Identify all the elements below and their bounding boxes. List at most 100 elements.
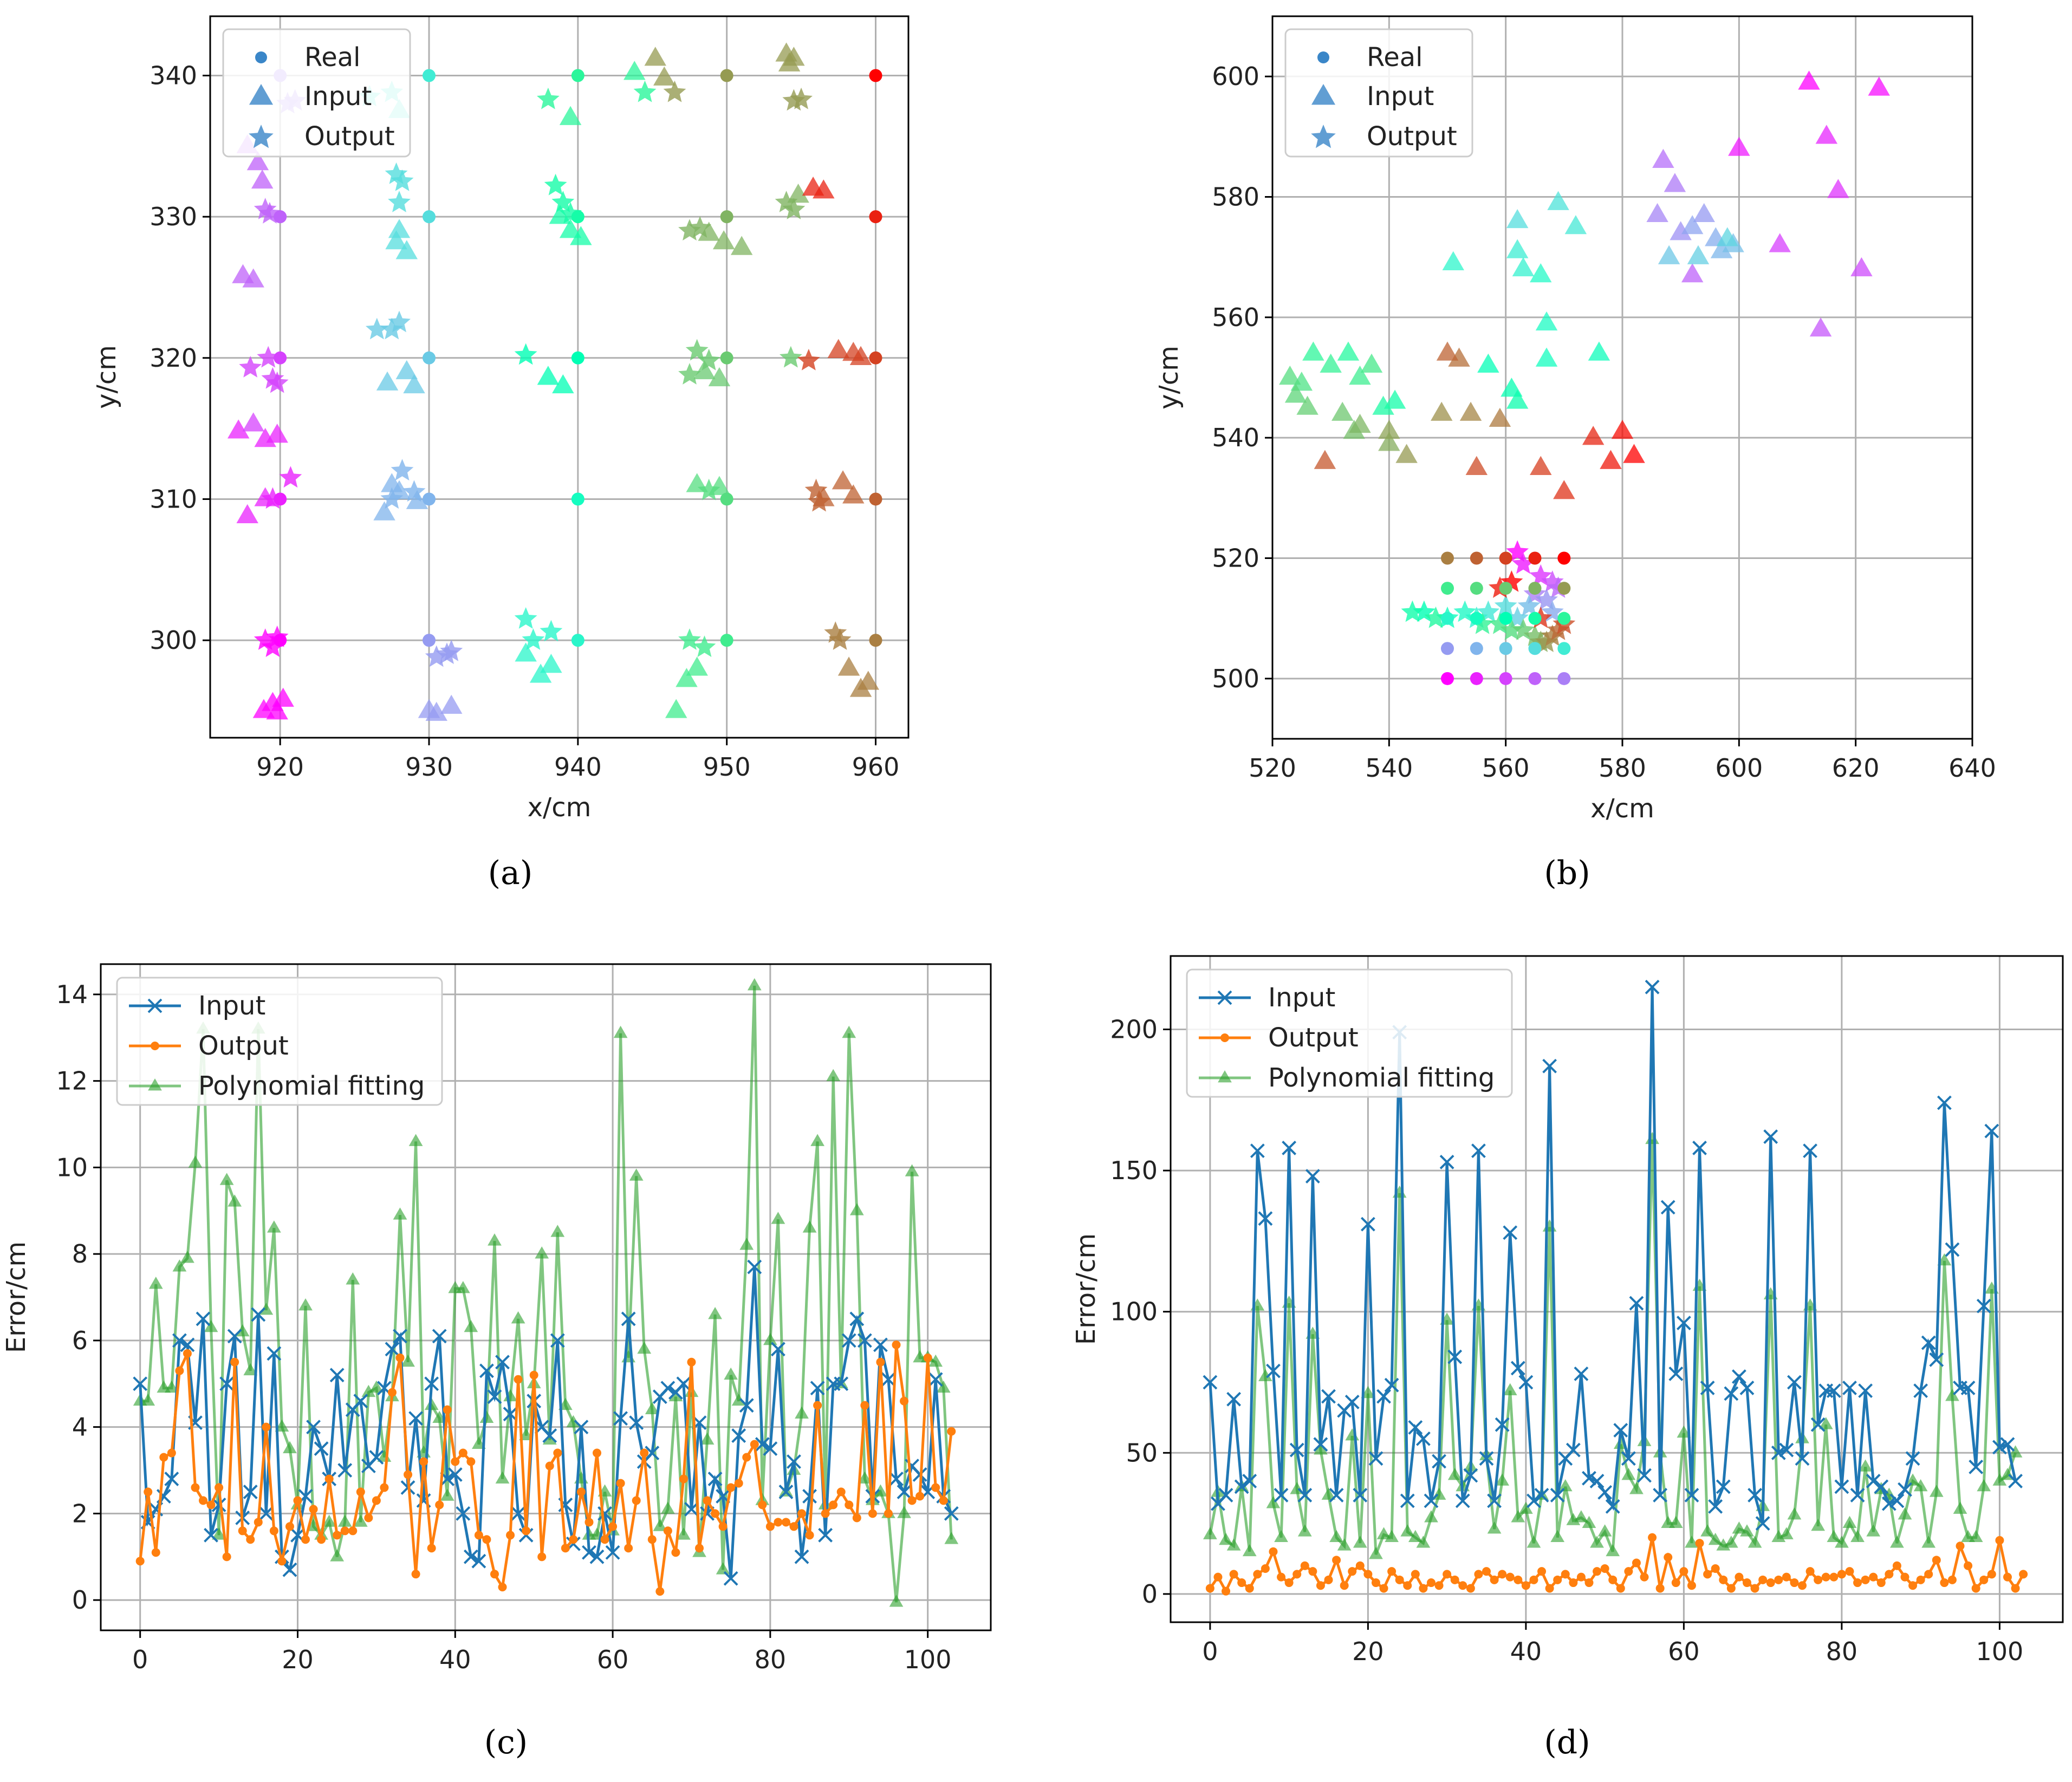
poly-point	[306, 1519, 321, 1531]
output-point	[734, 1479, 743, 1488]
y-tick-label: 4	[72, 1413, 88, 1442]
real-marker	[1499, 551, 1512, 565]
output-point	[1703, 1570, 1712, 1579]
input-point	[1850, 1488, 1865, 1503]
input-point	[589, 1549, 605, 1564]
input-point	[1945, 1242, 1960, 1257]
input-point	[164, 1472, 179, 1486]
output-point	[435, 1500, 444, 1510]
real-marker	[423, 492, 436, 506]
output-point	[584, 1518, 594, 1527]
legend-real-marker	[1317, 51, 1329, 63]
input-point	[329, 1368, 345, 1383]
poly-point	[842, 1025, 856, 1038]
poly-point	[1787, 1507, 1802, 1520]
input-point	[471, 1553, 486, 1569]
poly-point	[653, 1519, 667, 1531]
output-point	[1885, 1570, 1894, 1579]
output-point	[2003, 1572, 2012, 1582]
input-point	[881, 1372, 896, 1387]
input-marker	[1436, 341, 1459, 361]
input-marker	[1827, 179, 1849, 198]
real-marker	[1441, 582, 1454, 595]
output-point	[1979, 1575, 1989, 1584]
output-point	[1403, 1581, 1412, 1590]
output-point	[860, 1401, 869, 1410]
output-marker	[388, 310, 411, 333]
poly-point	[629, 1168, 644, 1181]
input-point	[1455, 1493, 1470, 1508]
legend-marker	[148, 1078, 162, 1091]
output-point	[1253, 1570, 1262, 1579]
input-point	[1605, 1499, 1620, 1514]
input-point	[408, 1411, 424, 1426]
output-point	[246, 1535, 255, 1544]
poly-point	[235, 1324, 250, 1337]
poly-point	[1606, 1544, 1620, 1557]
chart-d: 0 20 40 60 80 100 0 50 100 150 200 Error/cm Input Out…	[1071, 955, 2064, 1761]
input-point	[1969, 1459, 1984, 1474]
input-marker	[708, 367, 731, 387]
output-point	[915, 1492, 925, 1501]
input-point	[1510, 1361, 1525, 1376]
output-point	[1687, 1581, 1696, 1590]
real-marker	[423, 351, 436, 365]
poly-point	[1416, 1536, 1431, 1548]
input-point	[1881, 1496, 1896, 1511]
legend: Real Input Output	[1284, 28, 1473, 158]
panel-label: (c)	[484, 1724, 528, 1761]
poly-point	[1503, 1383, 1517, 1396]
real-marker	[571, 492, 584, 506]
output-marker	[540, 620, 563, 642]
input-marker	[1384, 389, 1406, 409]
output-point	[1790, 1578, 1799, 1588]
output-point	[1758, 1575, 1768, 1584]
poly-point	[1226, 1538, 1241, 1551]
legend-box	[116, 977, 443, 1106]
x-tick-label: 80	[1826, 1637, 1858, 1666]
poly-point	[180, 1251, 194, 1263]
input-marker	[1459, 401, 1482, 421]
output-point	[317, 1535, 326, 1544]
input-marker	[1395, 444, 1418, 463]
input-point	[1400, 1493, 1415, 1508]
input-point	[2000, 1437, 2015, 1452]
poly-point	[1708, 1532, 1723, 1545]
input-marker	[440, 694, 463, 714]
output-point	[1814, 1575, 1823, 1584]
x-tick-label: 40	[439, 1645, 471, 1674]
input-point	[1795, 1451, 1810, 1466]
y-tick-label: 200	[1110, 1015, 1158, 1044]
output-point	[1750, 1584, 1759, 1593]
output-point	[797, 1509, 807, 1518]
input-point	[1203, 1375, 1218, 1390]
input-marker	[842, 341, 865, 361]
input-marker	[1279, 366, 1301, 385]
input-marker	[827, 339, 850, 358]
legend-box	[1186, 968, 1513, 1098]
real-marker	[1557, 551, 1571, 565]
output-point	[836, 1487, 846, 1497]
output-point	[1805, 1567, 1815, 1576]
input-marker	[266, 424, 288, 443]
series-output	[1205, 1533, 2028, 1596]
y-tick-label: 300	[150, 626, 197, 655]
output-point	[931, 1483, 940, 1492]
output-point	[907, 1496, 917, 1505]
panel-label: (a)	[488, 854, 533, 892]
poly-point	[1329, 1530, 1343, 1543]
output-point	[222, 1552, 231, 1562]
y-tick-label: 540	[1212, 423, 1259, 452]
output-point	[514, 1375, 523, 1384]
input-point	[1692, 1140, 1707, 1155]
input-marker	[1296, 395, 1318, 415]
input-point	[1755, 1516, 1770, 1531]
input-point	[1282, 1140, 1297, 1155]
input-point	[597, 1506, 612, 1521]
output-point	[1711, 1564, 1720, 1573]
output-point	[1261, 1564, 1270, 1573]
panels: 920 930 940 950 960 300 310 320 330 340 x/cm y/cm Re…	[1, 15, 2064, 1761]
poly-point	[1740, 1524, 1754, 1537]
input-marker	[1489, 407, 1511, 427]
